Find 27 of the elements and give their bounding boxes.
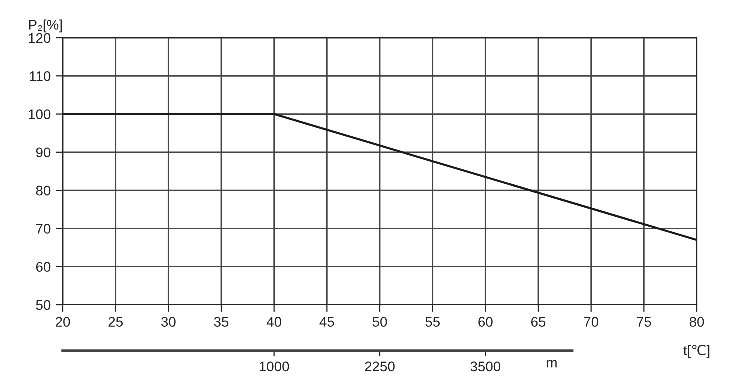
y-tick-label: 110 bbox=[30, 71, 51, 82]
x-tick-label: 25 bbox=[108, 317, 123, 328]
x-tick-label: 20 bbox=[56, 317, 70, 328]
x2-tick-label: 3500 bbox=[470, 362, 501, 372]
y-tick-label: 90 bbox=[36, 148, 51, 158]
x2-axis-title: m bbox=[547, 360, 557, 368]
x-tick-label: 50 bbox=[372, 317, 388, 328]
y-tick-label: 120 bbox=[29, 33, 51, 44]
y-tick-label: 70 bbox=[36, 224, 51, 234]
y-axis-title: P₂[%] bbox=[29, 20, 62, 33]
x-tick-label: 55 bbox=[426, 317, 440, 328]
x-tick-label: 45 bbox=[320, 317, 334, 328]
x2-tick-label: 2250 bbox=[365, 362, 395, 372]
x2-tick-label: 1000 bbox=[260, 362, 290, 372]
x-tick-label: 75 bbox=[637, 317, 652, 328]
y-tick-label: 80 bbox=[36, 186, 51, 196]
x-tick-label: 40 bbox=[266, 317, 282, 328]
x-tick-label: 65 bbox=[531, 317, 546, 328]
x-tick-label: 70 bbox=[584, 317, 599, 328]
x-axis-title: t[℃] bbox=[684, 345, 710, 358]
y-tick-label: 60 bbox=[36, 262, 51, 272]
y-tick-label: 50 bbox=[36, 300, 51, 310]
x-tick-label: 30 bbox=[161, 317, 176, 328]
x-tick-label: 60 bbox=[478, 317, 493, 328]
x-tick-label: 35 bbox=[214, 317, 229, 328]
x-tick-label: 80 bbox=[690, 317, 704, 328]
y-tick-label: 100 bbox=[29, 110, 51, 120]
